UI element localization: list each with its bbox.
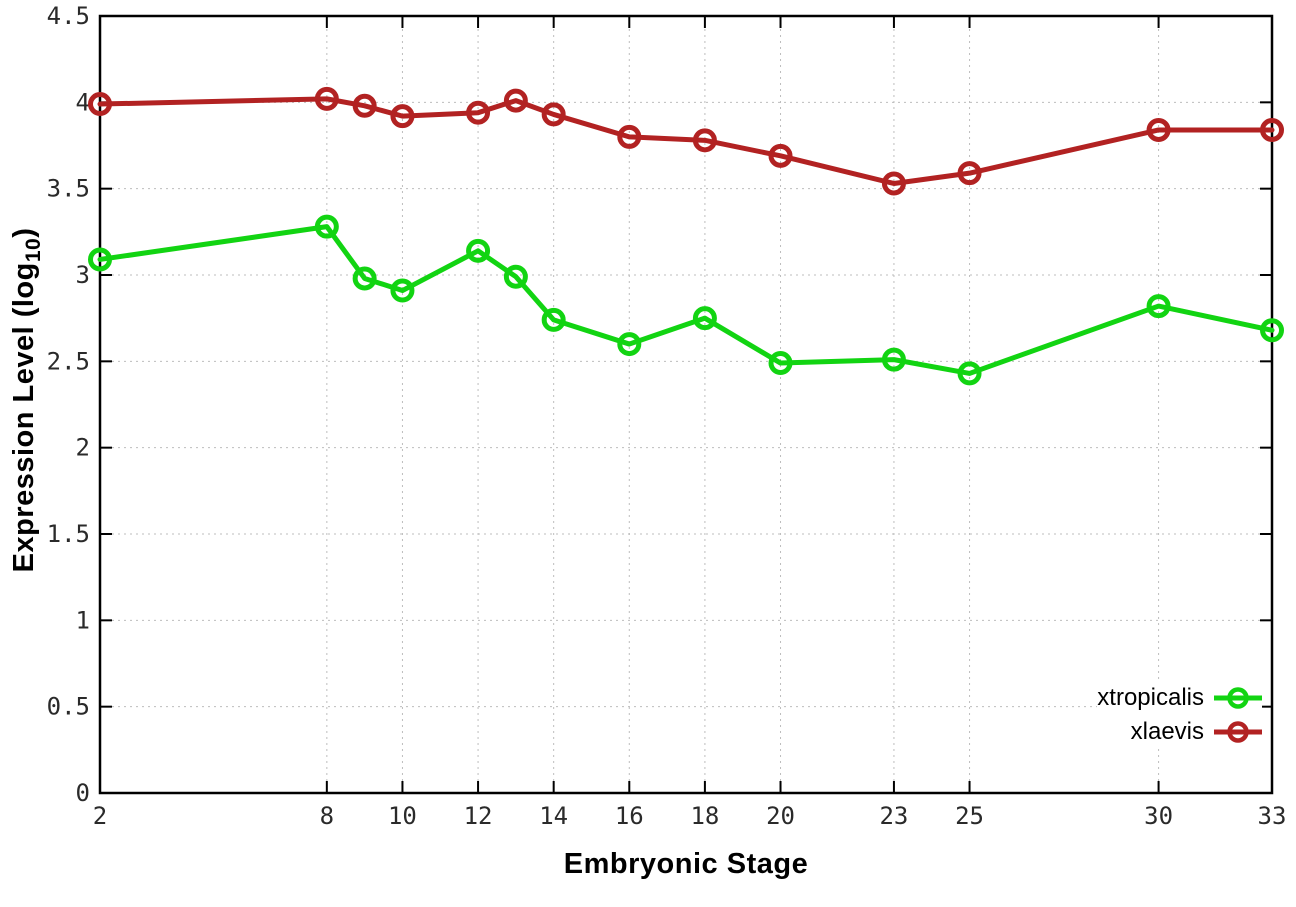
svg-text:25: 25 (955, 802, 984, 830)
svg-text:14: 14 (539, 802, 568, 830)
data-point-marker (88, 92, 112, 117)
data-point-marker (768, 351, 793, 376)
svg-text:3.5: 3.5 (47, 175, 90, 203)
data-point-marker (314, 214, 339, 239)
y-axis-title-text: Expression Level (log (8, 262, 41, 573)
legend-item-xtropicalis: xtropicalis (1097, 681, 1262, 715)
legend-marker-xlaevis (1214, 721, 1262, 743)
data-point-marker (1146, 294, 1171, 319)
y-axis-title-suffix: ) (8, 227, 41, 238)
svg-text:2: 2 (76, 434, 90, 462)
data-point-marker (390, 278, 415, 303)
data-point-marker (957, 361, 982, 386)
data-point-marker (617, 332, 642, 357)
svg-text:12: 12 (464, 802, 493, 830)
svg-text:33: 33 (1258, 802, 1287, 830)
data-point-marker (352, 266, 377, 291)
series-xtropicalis (88, 214, 1284, 386)
data-point-marker (314, 86, 339, 111)
svg-text:8: 8 (320, 802, 334, 830)
data-point-marker (352, 93, 377, 118)
svg-text:0: 0 (76, 779, 90, 807)
data-point-marker (768, 143, 793, 168)
data-point-marker (692, 128, 717, 153)
svg-text:10: 10 (388, 802, 417, 830)
legend-marker-xtropicalis (1214, 687, 1262, 709)
data-point-marker (503, 88, 528, 113)
data-point-marker (466, 238, 491, 263)
legend: xtropicalis xlaevis (1097, 681, 1262, 749)
svg-text:4.5: 4.5 (47, 2, 90, 30)
gridlines (99, 15, 1273, 794)
svg-text:1.5: 1.5 (47, 520, 90, 548)
data-point-marker (503, 264, 528, 289)
svg-text:16: 16 (615, 802, 644, 830)
data-point-marker (881, 347, 906, 372)
data-point-marker (957, 161, 982, 186)
svg-text:2: 2 (93, 802, 107, 830)
series-line-xtropicalis (97, 224, 1275, 376)
data-point-marker (541, 102, 566, 127)
svg-text:30: 30 (1144, 802, 1173, 830)
data-point-marker (881, 171, 906, 196)
y-tick-labels: 0 0.5 1 1.5 2 2.5 3 3.5 4 4.5 (47, 2, 90, 807)
svg-text:2.5: 2.5 (47, 347, 90, 375)
data-point-marker (1260, 117, 1284, 142)
legend-label-xtropicalis: xtropicalis (1097, 684, 1204, 711)
data-point-marker (1260, 318, 1284, 343)
svg-text:18: 18 (690, 802, 719, 830)
data-point-marker (617, 124, 642, 149)
x-tick-labels: 2 8 10 12 14 16 18 20 23 25 30 33 (93, 802, 1287, 830)
legend-item-xlaevis: xlaevis (1097, 715, 1262, 749)
svg-text:23: 23 (879, 802, 908, 830)
data-point-marker (1146, 117, 1171, 142)
data-point-marker (541, 307, 566, 332)
svg-text:3: 3 (76, 261, 90, 289)
data-point-marker (88, 247, 112, 272)
svg-text:0.5: 0.5 (47, 693, 90, 721)
svg-text:1: 1 (76, 606, 90, 634)
svg-text:20: 20 (766, 802, 795, 830)
tick-marks (99, 15, 1273, 794)
legend-label-xlaevis: xlaevis (1130, 718, 1204, 745)
y-axis-title: Expression Level (log10) (8, 228, 46, 573)
x-axis-title: Embryonic Stage (563, 848, 809, 880)
data-point-marker (466, 100, 491, 125)
series-line-xlaevis (97, 96, 1275, 186)
data-point-marker (390, 104, 415, 129)
data-point-marker (692, 306, 717, 331)
series-xlaevis (88, 86, 1284, 196)
svg-text:4: 4 (76, 88, 90, 116)
y-axis-title-subscript: 10 (21, 237, 45, 263)
plot-border (98, 14, 1274, 795)
